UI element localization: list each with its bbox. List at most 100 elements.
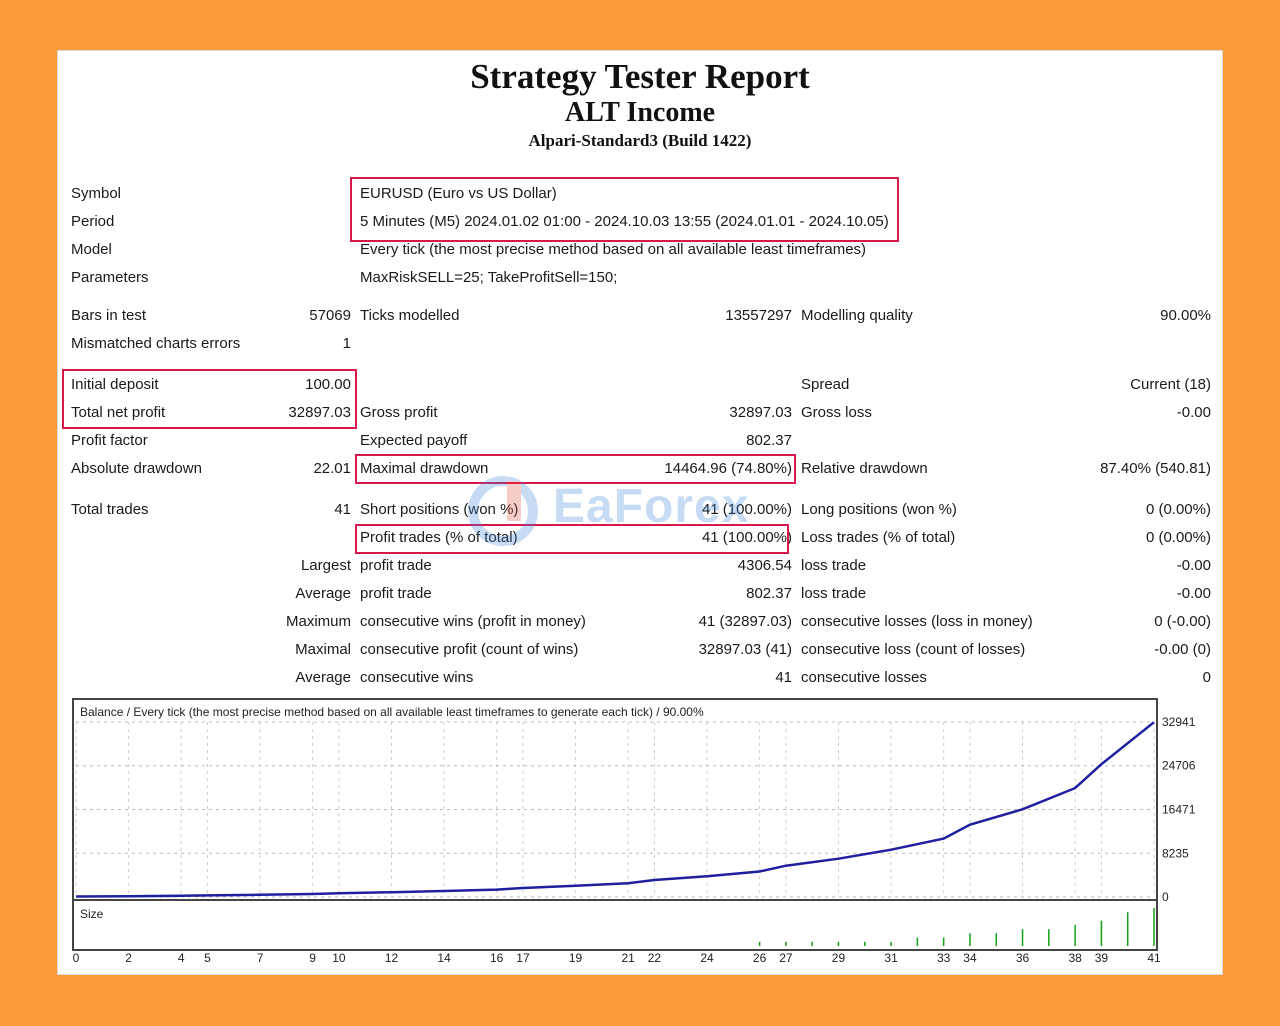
ticks-modelled-value: 13557297 — [725, 307, 792, 324]
y-tick-label: 16471 — [1162, 802, 1196, 816]
gross-loss-value: -0.00 — [1176, 404, 1211, 421]
spread-value: Current (18) — [1130, 376, 1211, 393]
x-tick-label: 26 — [753, 951, 767, 965]
maximal-drawdown-label: Maximal drawdown — [360, 460, 489, 477]
y-tick-label: 24706 — [1162, 759, 1196, 773]
mismatched-value: 1 — [342, 335, 351, 352]
model-label: Model — [71, 241, 112, 258]
average-profit-value: 802.37 — [746, 585, 792, 602]
x-tick-label: 31 — [884, 951, 898, 965]
short-positions-value: 41 (100.00%) — [701, 501, 792, 518]
balance-chart: 32941 24706 16471 8235 0 Balance / Every tick… — [72, 698, 1196, 965]
balance-chart-svg: 32941 24706 16471 8235 0 Balance / Every tick… — [73, 705, 1196, 965]
x-tick-label: 24 — [700, 951, 714, 965]
x-tick-label: 34 — [963, 951, 977, 965]
average-loss-value: -0.00 — [1176, 585, 1211, 602]
mismatched-label: Mismatched charts errors — [71, 335, 241, 352]
x-tick-label: 14 — [437, 951, 451, 965]
average-profit-label: profit trade — [360, 585, 432, 602]
maximal-drawdown-value: 14464.96 (74.80%) — [664, 460, 792, 477]
max-consec-wins-value: 41 (32897.03) — [698, 613, 792, 630]
average-label: Average — [295, 585, 351, 602]
period-value: 5 Minutes (M5) 2024.01.02 01:00 - 2024.1… — [360, 213, 889, 230]
maximum-label: Maximum — [285, 613, 351, 630]
loss-trades-value: 0 (0.00%) — [1145, 529, 1211, 546]
symbol-value: EURUSD (Euro vs US Dollar) — [360, 185, 557, 202]
total-net-profit-label: Total net profit — [71, 404, 166, 421]
relative-drawdown-label: Relative drawdown — [801, 460, 928, 477]
long-positions-label: Long positions (won %) — [801, 501, 957, 518]
largest-loss-value: -0.00 — [1176, 557, 1211, 574]
x-tick-label: 41 — [1147, 951, 1161, 965]
largest-label: Largest — [300, 557, 351, 574]
absolute-drawdown-value: 22.01 — [313, 460, 351, 477]
x-tick-label: 2 — [125, 951, 132, 965]
maximal-consec-loss-value: -0.00 (0) — [1154, 641, 1211, 658]
average-loss-label: loss trade — [801, 585, 867, 602]
gross-profit-label: Gross profit — [360, 404, 438, 421]
y-tick-label: 8235 — [1162, 846, 1189, 860]
x-tick-label: 38 — [1068, 951, 1082, 965]
y-tick-label: 32941 — [1162, 715, 1196, 729]
x-tick-label: 12 — [385, 951, 399, 965]
model-value: Every tick (the most precise method base… — [360, 241, 867, 258]
size-label: Size — [80, 907, 104, 921]
avg-consec-losses-label: consecutive losses — [801, 669, 927, 686]
largest-loss-label: loss trade — [801, 557, 867, 574]
total-trades-value: 41 — [334, 501, 351, 518]
avg-consec-wins-value: 41 — [775, 669, 792, 686]
x-tick-label: 33 — [937, 951, 951, 965]
report-sheet: Strategy Tester Report ALT Income Alpari… — [57, 50, 1223, 975]
absolute-drawdown-label: Absolute drawdown — [71, 460, 202, 477]
parameters-value: MaxRiskSELL=25; TakeProfitSell=150; — [360, 269, 618, 286]
maximal-consec-profit-label: consecutive profit (count of wins) — [360, 641, 579, 658]
ticks-modelled-label: Ticks modelled — [360, 307, 460, 324]
x-tick-label: 7 — [257, 951, 264, 965]
x-tick-label: 17 — [516, 951, 530, 965]
profit-trades-value: 41 (100.00%) — [701, 529, 792, 546]
total-trades-label: Total trades — [71, 501, 149, 518]
report-title: Strategy Tester Report — [470, 57, 810, 96]
parameters-label: Parameters — [71, 269, 149, 286]
profit-factor-label: Profit factor — [71, 432, 148, 449]
expected-payoff-label: Expected payoff — [360, 432, 468, 449]
x-tick-label: 9 — [309, 951, 316, 965]
max-consec-losses-label: consecutive losses (loss in money) — [801, 613, 1033, 630]
symbol-label: Symbol — [71, 185, 122, 202]
spread-label: Spread — [801, 376, 850, 393]
max-consec-wins-label: consecutive wins (profit in money) — [360, 613, 586, 630]
expected-payoff-value: 802.37 — [746, 432, 792, 449]
gross-loss-label: Gross loss — [801, 404, 872, 421]
maximal-label: Maximal — [295, 641, 351, 658]
initial-deposit-value: 100.00 — [305, 376, 351, 393]
largest-profit-label: profit trade — [360, 557, 432, 574]
relative-drawdown-value: 87.40% (540.81) — [1100, 460, 1211, 477]
x-tick-label: 22 — [648, 951, 662, 965]
profit-trades-label: Profit trades (% of total) — [360, 529, 518, 546]
x-tick-label: 21 — [621, 951, 635, 965]
x-tick-label: 10 — [332, 951, 346, 965]
maximal-consec-loss-label: consecutive loss (count of losses) — [801, 641, 1026, 658]
largest-profit-value: 4306.54 — [737, 557, 792, 574]
bars-in-test-value: 57069 — [309, 307, 351, 324]
x-tick-label: 4 — [178, 951, 185, 965]
period-label: Period — [71, 213, 115, 230]
maximal-consec-profit-value: 32897.03 (41) — [698, 641, 792, 658]
highlight-maximal-drawdown — [355, 454, 796, 484]
highlight-profit-trades — [355, 524, 789, 554]
x-tick-label: 36 — [1016, 951, 1030, 965]
avg-consec-losses-value: 0 — [1202, 669, 1211, 686]
modelling-quality-label: Modelling quality — [801, 307, 913, 324]
average2-label: Average — [295, 669, 351, 686]
balance-line — [75, 721, 1155, 898]
x-tick-label: 5 — [204, 951, 211, 965]
bars-in-test-label: Bars in test — [71, 307, 147, 324]
gross-profit-value: 32897.03 — [729, 404, 792, 421]
total-net-profit-value: 32897.03 — [288, 404, 351, 421]
x-tick-label: 19 — [569, 951, 583, 965]
modelling-quality-value: 90.00% — [1160, 307, 1211, 324]
chart-title: Balance / Every tick (the most precise m… — [80, 705, 704, 719]
avg-consec-wins-label: consecutive wins — [360, 669, 474, 686]
max-consec-losses-value: 0 (-0.00) — [1154, 613, 1211, 630]
loss-trades-label: Loss trades (% of total) — [801, 529, 956, 546]
